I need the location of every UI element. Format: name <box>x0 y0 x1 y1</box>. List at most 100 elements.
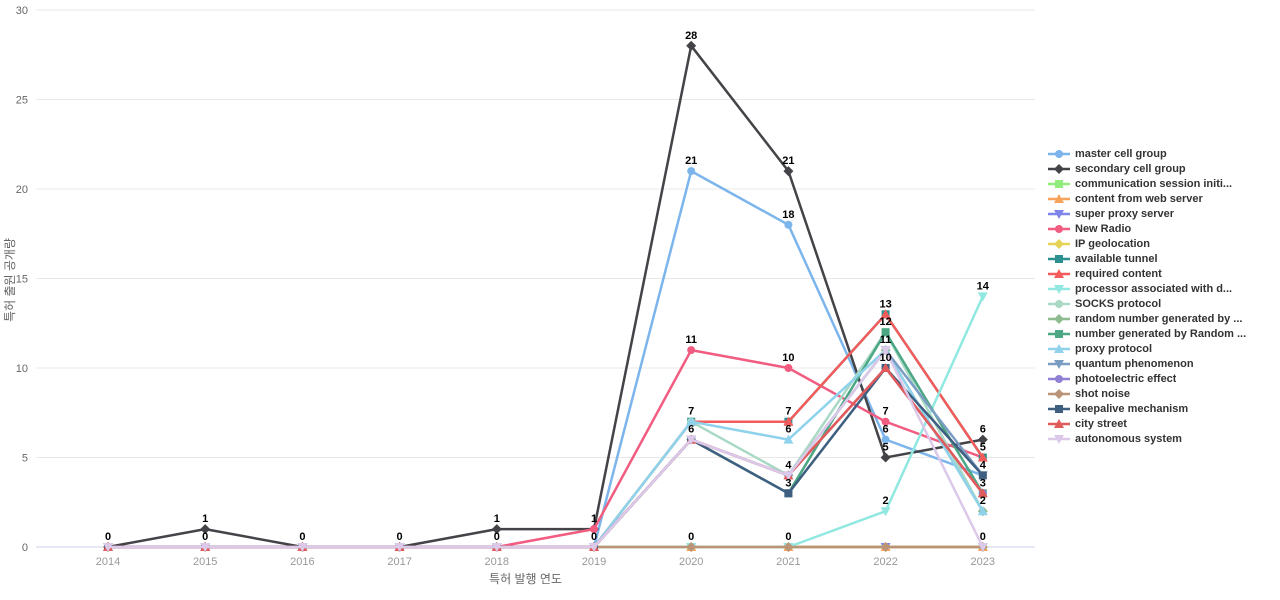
data-point-marker <box>1054 314 1064 324</box>
data-point-marker <box>1054 194 1064 203</box>
x-tick-label: 2015 <box>193 556 217 568</box>
series-number-generated-by-random- <box>104 328 987 551</box>
legend-marker-icon <box>1048 210 1070 219</box>
x-tick-label: 2014 <box>96 556 120 568</box>
data-point-marker <box>200 543 211 552</box>
point-value-label: 7 <box>785 406 791 418</box>
legend-item[interactable]: communication session initi... <box>1048 178 1276 190</box>
legend-item[interactable]: content from web server <box>1048 193 1276 205</box>
legend-item[interactable]: processor associated with d... <box>1048 283 1276 295</box>
legend-item-label: communication session initi... <box>1075 178 1233 190</box>
data-point-marker <box>1055 300 1063 308</box>
x-tick-label: 2022 <box>873 556 897 568</box>
series-socks-protocol <box>104 328 987 551</box>
legend-item[interactable]: random number generated by ... <box>1048 313 1276 325</box>
x-tick-label: 2023 <box>971 556 995 568</box>
data-point-marker <box>1055 330 1063 338</box>
legend-item-label: proxy protocol <box>1075 343 1153 355</box>
data-point-marker <box>978 471 987 480</box>
series-line <box>108 348 984 549</box>
series-line <box>108 348 984 549</box>
data-point-marker <box>977 434 988 445</box>
legend-marker-icon <box>1048 405 1070 413</box>
data-point-marker <box>1055 180 1063 188</box>
legend-item-label: photoelectric effect <box>1075 373 1177 385</box>
legend-item-label: required content <box>1075 268 1162 280</box>
chart-legend: master cell group secondary cell group com… <box>1048 148 1276 445</box>
legend-item[interactable]: super proxy server <box>1048 208 1276 220</box>
point-value-label: 0 <box>980 531 986 543</box>
legend-item[interactable]: IP geolocation <box>1048 238 1276 250</box>
y-tick-label: 5 <box>22 453 28 465</box>
legend-marker-icon <box>1048 375 1070 383</box>
data-point-marker <box>686 40 697 51</box>
legend-item[interactable]: proxy protocol <box>1048 343 1276 355</box>
legend-item[interactable]: photoelectric effect <box>1048 373 1276 385</box>
data-point-marker <box>783 166 794 177</box>
legend-item[interactable]: available tunnel <box>1048 253 1276 265</box>
legend-item-label: quantum phenomenon <box>1075 358 1194 370</box>
legend-item-label: processor associated with d... <box>1075 283 1233 295</box>
data-point-marker <box>880 309 891 319</box>
data-point-marker <box>103 543 113 552</box>
point-value-label: 21 <box>685 155 697 167</box>
point-value-label: 3 <box>785 477 791 489</box>
data-point-marker <box>783 542 794 552</box>
point-value-label: 0 <box>494 531 500 543</box>
point-value-label: 7 <box>883 406 889 418</box>
data-point-marker <box>686 542 697 552</box>
point-value-label: 2 <box>980 495 986 507</box>
legend-marker-icon <box>1048 225 1070 233</box>
data-point-marker <box>1054 285 1064 294</box>
point-value-label: 18 <box>782 209 794 221</box>
legend-marker-icon <box>1048 314 1070 324</box>
data-point-marker <box>1054 360 1064 369</box>
data-point-marker <box>783 434 794 444</box>
legend-item[interactable]: New Radio <box>1048 223 1276 235</box>
data-point-marker <box>1054 344 1064 353</box>
legend-marker-icon <box>1048 330 1070 338</box>
legend-item-label: shot noise <box>1075 388 1131 400</box>
legend-item[interactable]: number generated by Random ... <box>1048 328 1276 340</box>
legend-item[interactable]: secondary cell group <box>1048 163 1276 175</box>
point-value-label: 10 <box>782 352 794 364</box>
legend-item[interactable]: shot noise <box>1048 388 1276 400</box>
series-required-content <box>103 309 988 551</box>
legend-item-label: random number generated by ... <box>1075 313 1243 325</box>
series-line <box>108 348 984 549</box>
legend-item[interactable]: master cell group <box>1048 148 1276 160</box>
data-point-marker <box>977 543 988 552</box>
point-value-label: 1 <box>494 513 500 525</box>
series-line <box>108 313 984 549</box>
point-value-label: 4 <box>980 459 987 471</box>
legend-item[interactable]: keepalive mechanism <box>1048 403 1276 415</box>
legend-item[interactable]: city street <box>1048 418 1276 430</box>
point-value-label: 0 <box>299 531 305 543</box>
legend-marker-icon <box>1048 150 1070 158</box>
point-value-label: 6 <box>785 424 791 436</box>
legend-item-label: New Radio <box>1075 223 1132 235</box>
data-point-marker <box>1054 239 1064 249</box>
legend-item[interactable]: SOCKS protocol <box>1048 298 1276 310</box>
data-point-marker <box>977 506 988 516</box>
point-value-label: 21 <box>782 155 794 167</box>
x-tick-label: 2016 <box>290 556 314 568</box>
legend-marker-icon <box>1048 389 1070 399</box>
y-tick-label: 25 <box>16 95 28 107</box>
legend-item[interactable]: quantum phenomenon <box>1048 358 1276 370</box>
legend-marker-icon <box>1048 239 1070 249</box>
data-point-marker <box>880 452 891 463</box>
legend-marker-icon <box>1048 419 1070 428</box>
data-point-marker <box>784 364 793 372</box>
point-value-label: 0 <box>688 531 694 543</box>
legend-marker-icon <box>1048 360 1070 369</box>
legend-item[interactable]: autonomous system <box>1048 433 1276 445</box>
data-point-marker <box>491 543 502 552</box>
point-value-label: 0 <box>105 531 111 543</box>
data-point-marker <box>977 292 988 302</box>
legend-item[interactable]: required content <box>1048 268 1276 280</box>
y-tick-label: 10 <box>16 363 28 375</box>
series-available-tunnel <box>104 310 987 551</box>
point-value-label: 0 <box>202 531 208 543</box>
legend-item-label: available tunnel <box>1075 253 1158 265</box>
